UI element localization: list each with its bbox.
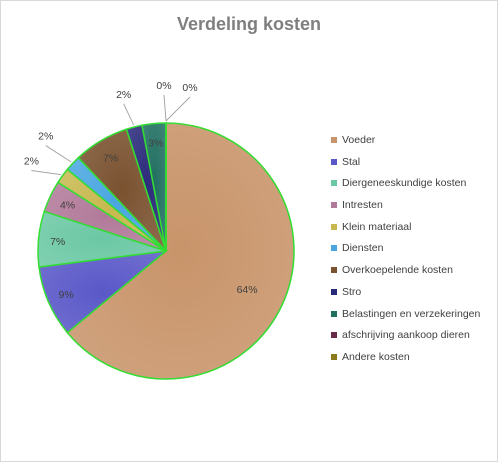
legend-label: Stal bbox=[342, 155, 361, 168]
data-label: 2% bbox=[116, 89, 131, 101]
data-label: 64% bbox=[237, 284, 258, 296]
leader-line bbox=[123, 103, 135, 126]
data-label: 2% bbox=[38, 131, 53, 143]
legend-swatch bbox=[331, 180, 337, 187]
legend-swatch bbox=[331, 310, 337, 317]
legend-swatch bbox=[331, 245, 337, 252]
data-label: 7% bbox=[50, 236, 65, 248]
chart-title: Verdeling kosten bbox=[176, 14, 322, 34]
legend-label: Diergeneeskundige kosten bbox=[342, 177, 467, 190]
legend-label: Diensten bbox=[342, 242, 384, 255]
legend-label: Belastingen en verzekeringen bbox=[342, 307, 481, 320]
leader-line bbox=[163, 94, 167, 122]
legend-label: Klein materiaal bbox=[342, 220, 412, 233]
legend-label: Stro bbox=[342, 285, 362, 298]
legend-swatch bbox=[331, 353, 337, 360]
data-label: 2% bbox=[24, 155, 39, 167]
legend-label: Voeder bbox=[342, 134, 376, 146]
data-label: 9% bbox=[59, 289, 74, 301]
data-label: 4% bbox=[60, 200, 75, 212]
legend-label: Intresten bbox=[342, 199, 383, 212]
pie-slice-voeder bbox=[66, 122, 295, 380]
legend-swatch bbox=[331, 223, 337, 230]
data-label: 0% bbox=[182, 82, 197, 94]
leader-line bbox=[45, 145, 72, 163]
legend-label: afschrijving aankoop dieren bbox=[342, 329, 470, 342]
legend-swatch bbox=[331, 158, 337, 165]
legend-label: Andere kosten bbox=[342, 350, 410, 363]
legend-swatch bbox=[331, 332, 337, 339]
data-label: 7% bbox=[103, 152, 118, 164]
legend-swatch bbox=[331, 137, 337, 143]
legend-swatch bbox=[331, 288, 337, 295]
legend-label: Overkoepelende kosten bbox=[342, 264, 453, 277]
data-label: 0% bbox=[156, 80, 171, 92]
legend-swatch bbox=[331, 202, 337, 209]
data-label: 3% bbox=[148, 138, 163, 150]
legend-swatch bbox=[331, 267, 337, 274]
leader-line bbox=[31, 169, 61, 176]
leader-line bbox=[165, 96, 191, 122]
